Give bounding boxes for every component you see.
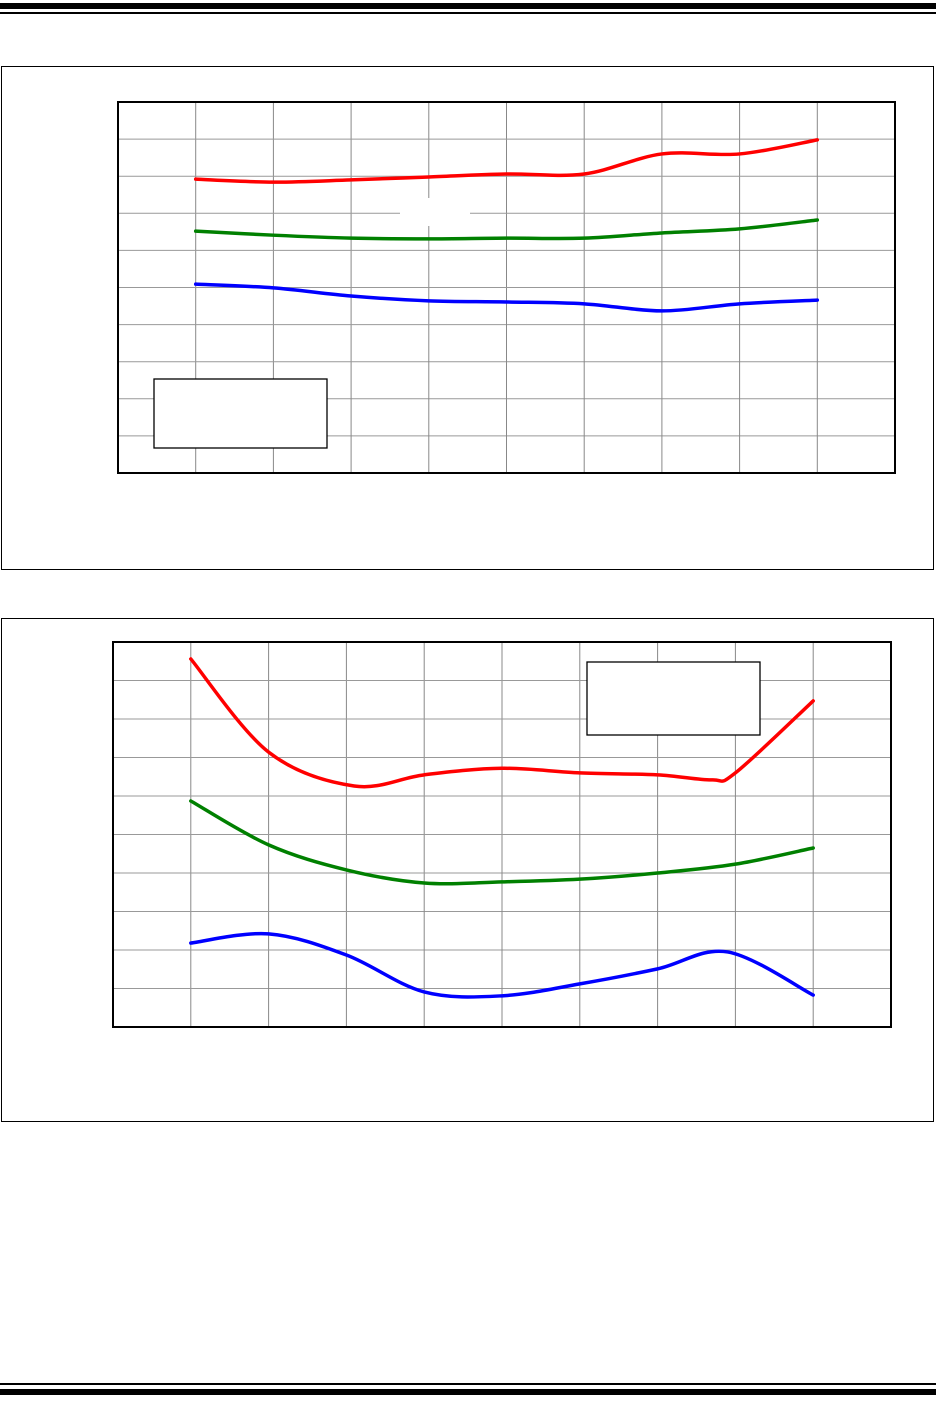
top-rule-thick [0, 3, 936, 9]
legend-box [586, 661, 761, 736]
series-line-1 [193, 138, 820, 184]
blank-annotation-area [400, 198, 470, 226]
bottom-rule-thick [0, 1389, 936, 1395]
series-line-3 [189, 931, 815, 999]
plot-area-border [117, 101, 896, 474]
series-line-1 [189, 657, 815, 789]
bottom-rule-thin [0, 1383, 936, 1385]
series-line-2 [189, 799, 815, 886]
figure-frame-1 [1, 66, 934, 570]
figure-frame-2 [1, 618, 934, 1122]
series-line-3 [193, 282, 820, 313]
series-line-2 [193, 218, 820, 241]
top-rule-thin [0, 12, 936, 14]
plot-area-border [112, 641, 892, 1028]
legend-box [153, 378, 328, 449]
